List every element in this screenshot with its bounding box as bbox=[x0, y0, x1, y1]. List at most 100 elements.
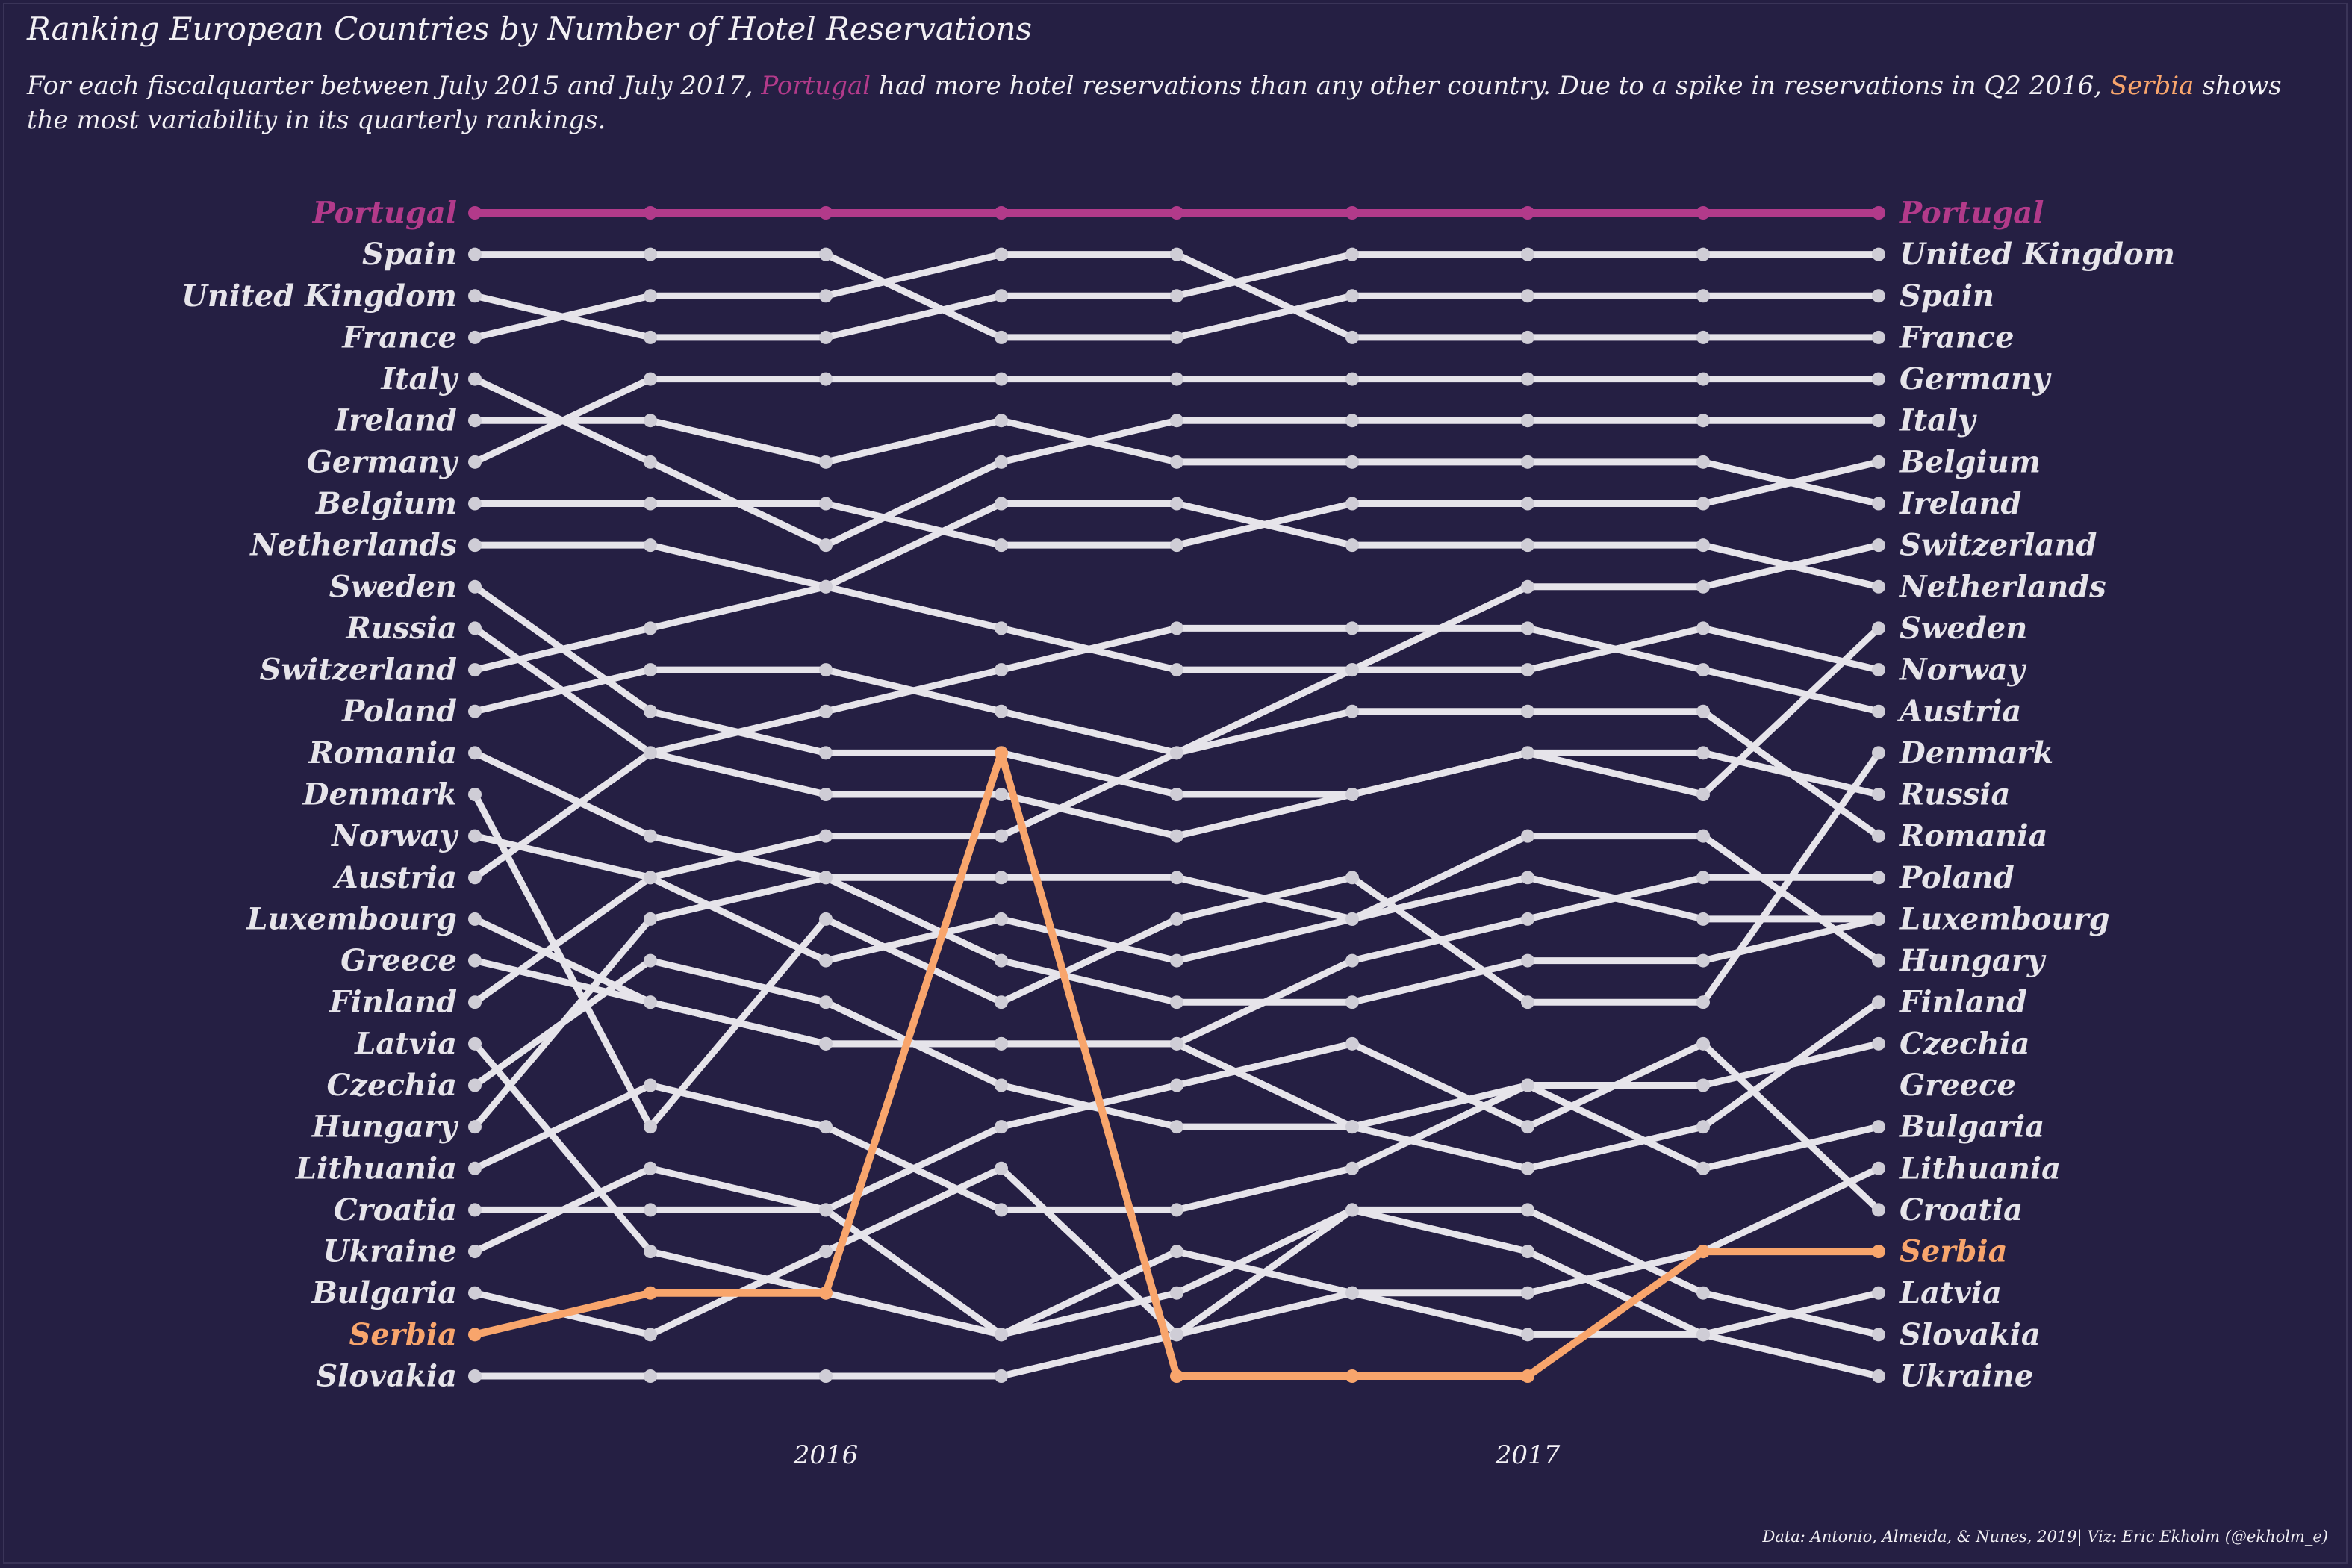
data-point-denmark-p9 bbox=[1872, 746, 1885, 760]
data-point-denmark-p2 bbox=[644, 1120, 657, 1134]
subtitle-portugal: Portugal bbox=[761, 71, 871, 101]
data-point-belgium-p3 bbox=[819, 497, 833, 511]
data-point-belgium-p4 bbox=[995, 538, 1008, 553]
data-point-poland-p8 bbox=[1696, 704, 1710, 718]
data-point-united-kingdom-p5 bbox=[1170, 289, 1183, 303]
data-point-hungary-p8 bbox=[1696, 953, 1710, 968]
right-label-denmark: Denmark bbox=[1899, 735, 2053, 771]
data-point-netherlands-p8 bbox=[1696, 538, 1710, 553]
data-point-united-kingdom-p6 bbox=[1345, 247, 1359, 261]
data-point-lithuania-p2 bbox=[644, 1078, 657, 1092]
data-point-croatia-p7 bbox=[1521, 1120, 1534, 1134]
data-point-ukraine-p7 bbox=[1521, 1286, 1534, 1300]
data-point-russia-p9 bbox=[1872, 788, 1885, 801]
data-point-france-p7 bbox=[1521, 330, 1534, 344]
data-point-romania-p1 bbox=[468, 746, 482, 760]
left-label-denmark: Denmark bbox=[302, 777, 457, 812]
data-point-switzerland-p9 bbox=[1872, 538, 1885, 553]
data-point-finland-p4 bbox=[995, 912, 1008, 926]
data-point-russia-p6 bbox=[1345, 788, 1359, 801]
right-label-russia: Russia bbox=[1899, 777, 2010, 812]
left-label-hungary: Hungary bbox=[311, 1110, 459, 1145]
data-point-austria-p9 bbox=[1872, 704, 1885, 718]
data-point-hungary-p7 bbox=[1521, 953, 1534, 968]
series-switzerland bbox=[468, 538, 1885, 677]
series-austria bbox=[468, 621, 1885, 885]
series-italy bbox=[468, 372, 1885, 553]
data-point-luxembourg-p6 bbox=[1345, 953, 1359, 968]
data-point-germany-p8 bbox=[1696, 372, 1710, 386]
data-point-greece-p8 bbox=[1696, 1120, 1710, 1134]
data-point-spain-p5 bbox=[1170, 330, 1183, 344]
data-point-latvia-p9 bbox=[1872, 1286, 1885, 1300]
data-point-lithuania-p6 bbox=[1345, 1161, 1359, 1175]
data-point-italy-p2 bbox=[644, 455, 657, 469]
data-point-ireland-p3 bbox=[819, 455, 833, 469]
data-point-spain-p1 bbox=[468, 247, 482, 261]
data-point-finland-p9 bbox=[1872, 953, 1885, 968]
right-label-belgium: Belgium bbox=[1899, 444, 2041, 479]
data-point-germany-p7 bbox=[1521, 372, 1534, 386]
data-point-netherlands-p1 bbox=[468, 538, 482, 553]
data-point-united-kingdom-p8 bbox=[1696, 247, 1710, 261]
data-point-finland-p5 bbox=[1170, 953, 1183, 968]
data-point-netherlands-p2 bbox=[644, 538, 657, 553]
data-point-ukraine-p3 bbox=[819, 1203, 833, 1217]
x-tick-label-2016: 2016 bbox=[793, 1440, 859, 1470]
data-point-sweden-p2 bbox=[644, 704, 657, 718]
left-label-united-kingdom: United Kingdom bbox=[181, 279, 457, 314]
left-label-luxembourg: Luxembourg bbox=[246, 901, 457, 936]
data-point-slovakia-p1 bbox=[468, 1369, 482, 1383]
data-point-france-p8 bbox=[1696, 330, 1710, 344]
left-label-slovakia: Slovakia bbox=[316, 1359, 457, 1394]
data-point-netherlands-p4 bbox=[995, 497, 1008, 511]
data-point-ireland-p6 bbox=[1345, 455, 1359, 469]
data-point-croatia-p8 bbox=[1696, 1036, 1710, 1051]
data-point-germany-p5 bbox=[1170, 372, 1183, 386]
right-label-sweden: Sweden bbox=[1900, 611, 2027, 646]
data-point-slovakia-p6 bbox=[1345, 1286, 1359, 1300]
series-united-kingdom bbox=[468, 247, 1885, 344]
data-point-czechia-p4 bbox=[995, 1078, 1008, 1092]
data-point-serbia-p4 bbox=[995, 746, 1008, 760]
right-label-portugal: Portugal bbox=[1899, 196, 2044, 231]
data-point-latvia-p7 bbox=[1521, 1245, 1534, 1259]
left-label-italy: Italy bbox=[380, 361, 458, 396]
subtitle-serbia: Serbia bbox=[2109, 71, 2194, 101]
data-point-latvia-p2 bbox=[644, 1245, 657, 1259]
subtitle-text-2: had more hotel reservations than any oth… bbox=[871, 71, 2110, 101]
data-point-finland-p8 bbox=[1696, 829, 1710, 843]
data-point-france-p3 bbox=[819, 289, 833, 303]
data-point-switzerland-p3 bbox=[819, 579, 833, 594]
series-greece bbox=[468, 953, 1885, 1175]
left-label-greece: Greece bbox=[340, 943, 457, 978]
series-line-switzerland bbox=[471, 541, 1882, 673]
subtitle-text-3: shows the most variability in its quarte… bbox=[27, 71, 2282, 135]
right-label-finland: Finland bbox=[1899, 985, 2027, 1020]
data-point-belgium-p1 bbox=[468, 497, 482, 511]
data-point-netherlands-p6 bbox=[1345, 538, 1359, 553]
data-point-spain-p9 bbox=[1872, 289, 1885, 303]
data-point-lithuania-p4 bbox=[995, 1203, 1008, 1217]
data-point-romania-p2 bbox=[644, 829, 657, 843]
data-point-austria-p6 bbox=[1345, 621, 1359, 635]
data-point-italy-p1 bbox=[468, 372, 482, 386]
data-point-sweden-p1 bbox=[468, 579, 482, 594]
data-point-denmark-p3 bbox=[819, 912, 833, 926]
series-line-lithuania bbox=[471, 1082, 1882, 1213]
data-point-austria-p3 bbox=[819, 704, 833, 718]
data-point-hungary-p9 bbox=[1872, 912, 1885, 926]
data-point-czechia-p8 bbox=[1696, 1078, 1710, 1092]
left-label-portugal: Portugal bbox=[312, 196, 457, 231]
data-point-greece-p3 bbox=[819, 1036, 833, 1051]
data-point-finland-p3 bbox=[819, 953, 833, 968]
data-point-czechia-p3 bbox=[819, 995, 833, 1009]
highlight-series-lines bbox=[468, 206, 1885, 1383]
data-point-greece-p7 bbox=[1521, 1161, 1534, 1175]
data-point-ukraine-p1 bbox=[468, 1245, 482, 1259]
data-point-italy-p6 bbox=[1345, 414, 1359, 428]
left-label-poland: Poland bbox=[341, 694, 457, 729]
data-point-norway-p3 bbox=[819, 829, 833, 843]
series-portugal bbox=[468, 206, 1885, 220]
data-point-luxembourg-p8 bbox=[1696, 871, 1710, 885]
